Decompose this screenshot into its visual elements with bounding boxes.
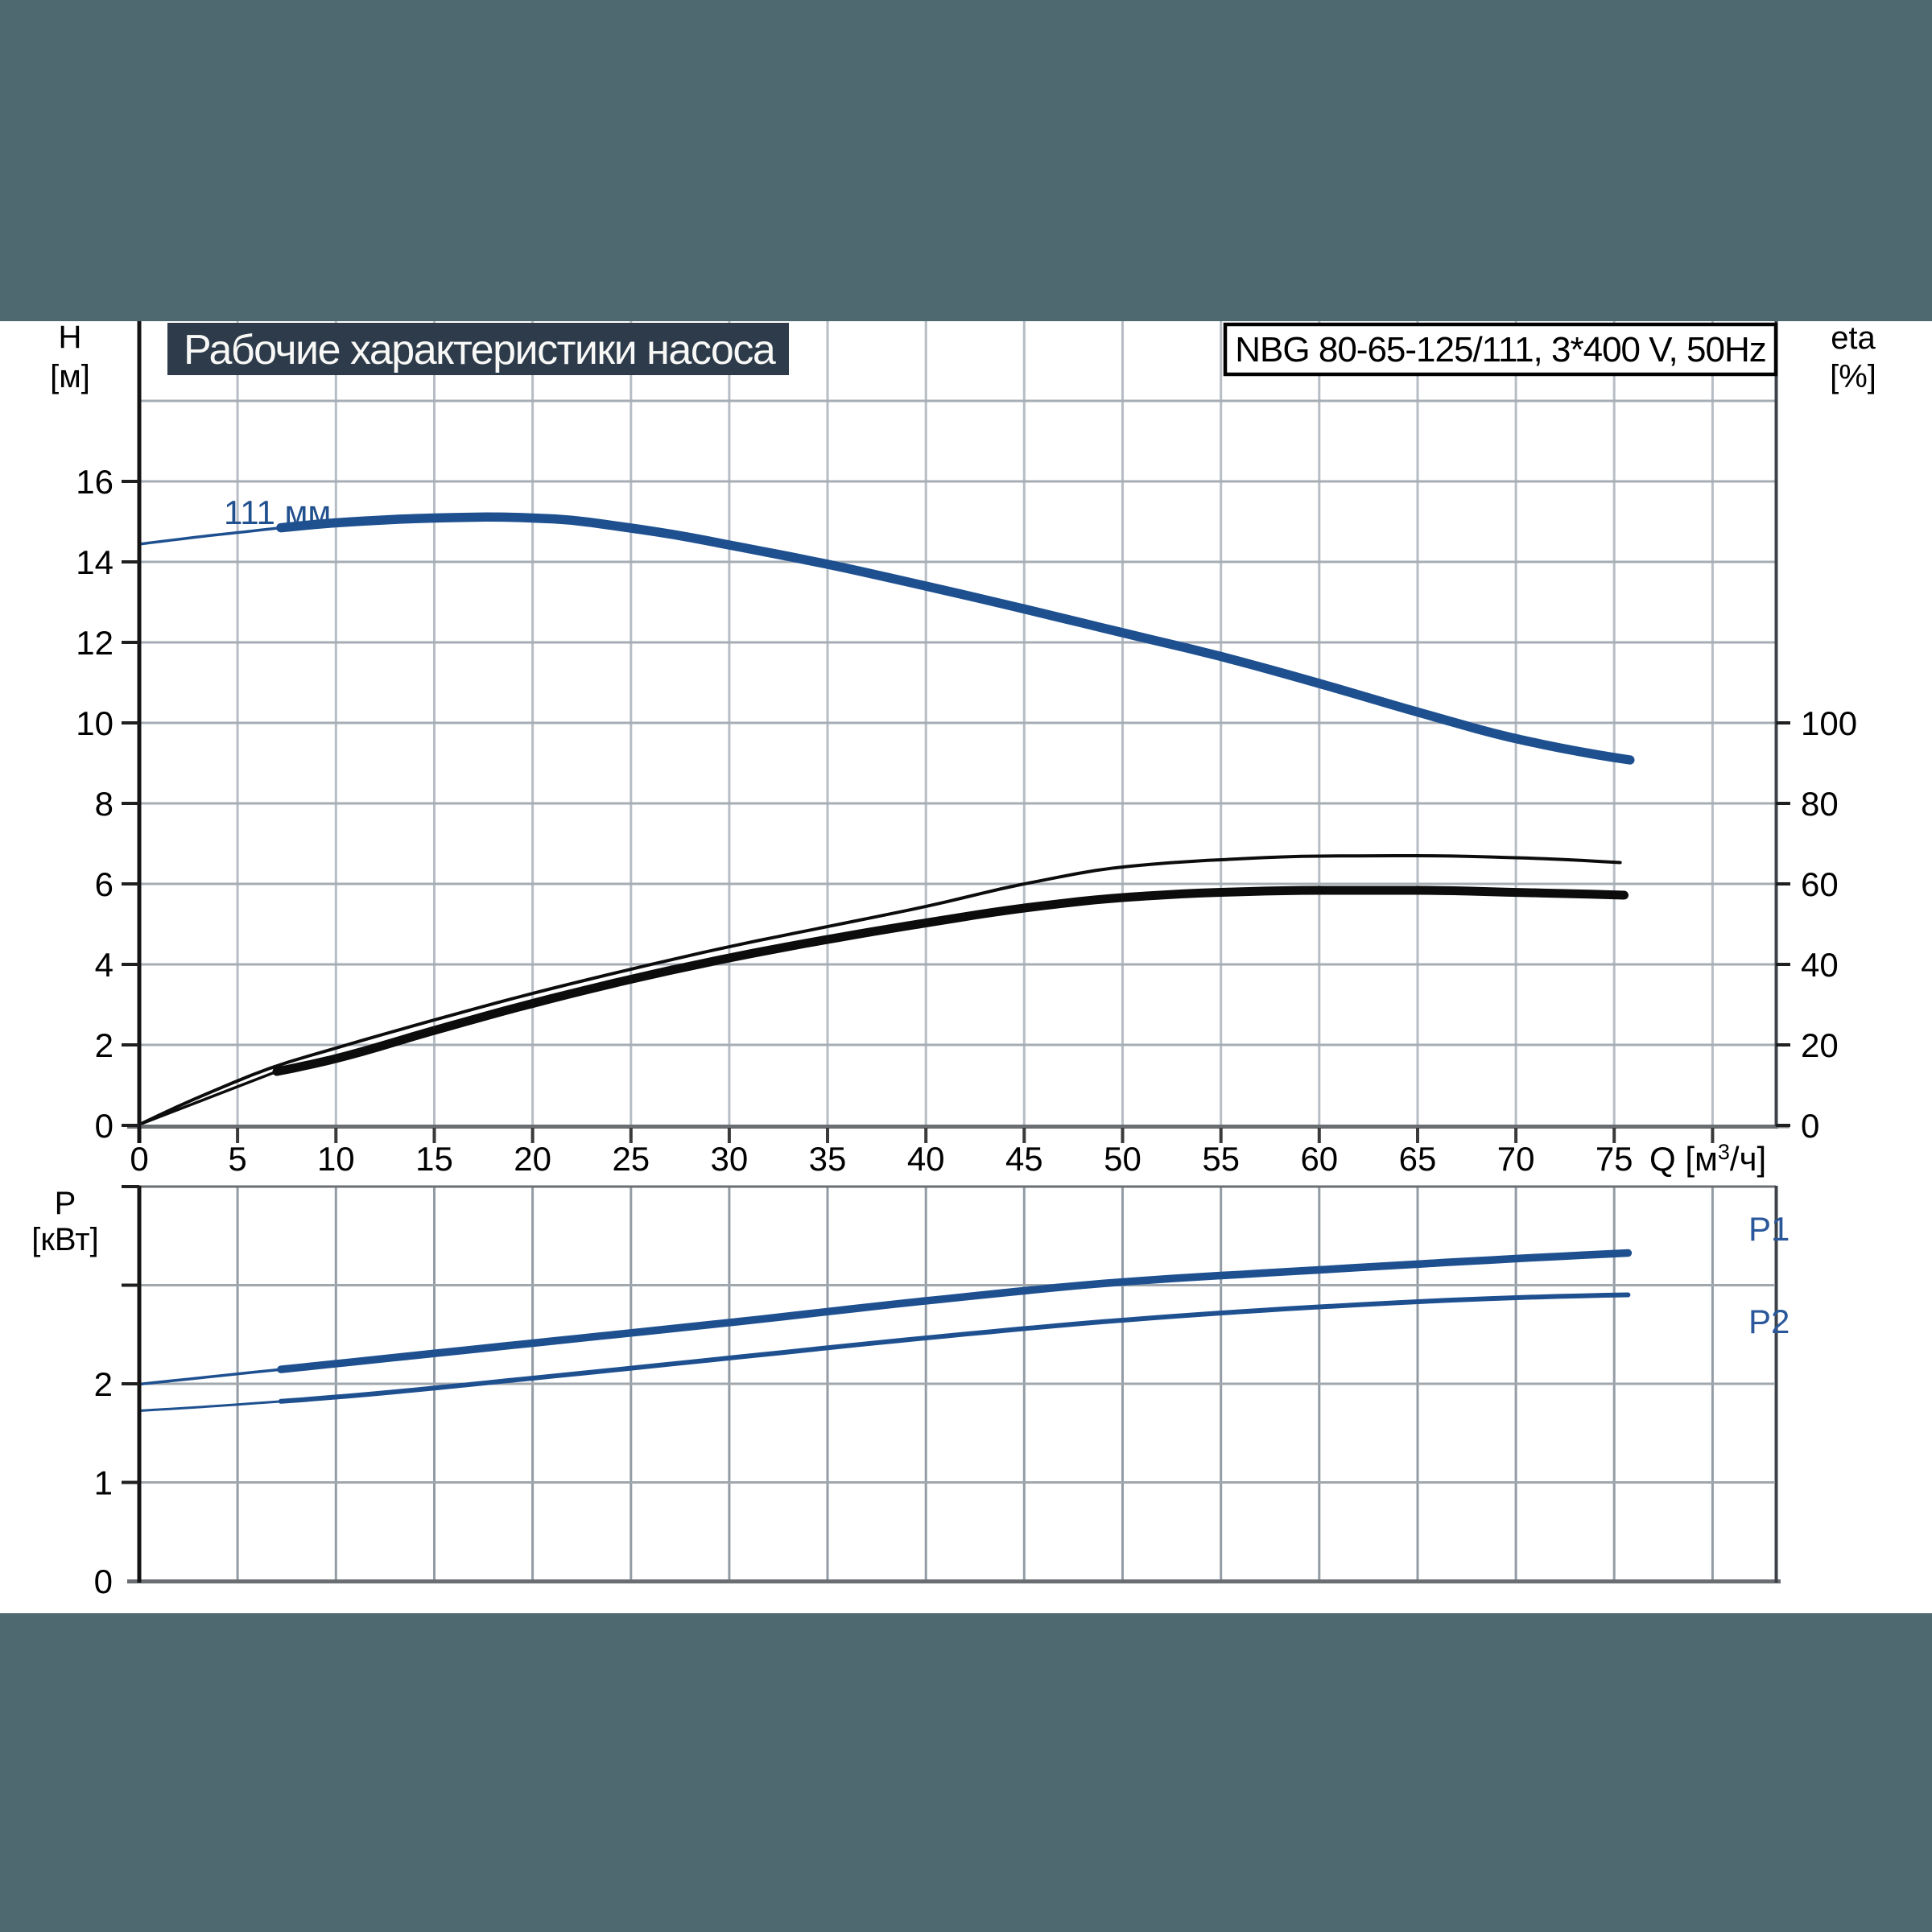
svg-text:[кВт]: [кВт] (31, 1222, 98, 1257)
svg-text:1: 1 (94, 1464, 113, 1502)
svg-text:NBG 80-65-125/111, 3*400 V, 50: NBG 80-65-125/111, 3*400 V, 50Hz (1235, 330, 1765, 369)
svg-text:6: 6 (95, 865, 114, 903)
svg-text:[%]: [%] (1830, 359, 1876, 394)
svg-text:20: 20 (514, 1140, 551, 1178)
svg-text:0: 0 (95, 1107, 114, 1145)
svg-text:80: 80 (1801, 785, 1839, 823)
svg-text:0: 0 (94, 1563, 113, 1600)
svg-text:10: 10 (76, 704, 114, 742)
svg-text:25: 25 (612, 1140, 650, 1178)
svg-text:40: 40 (1801, 946, 1839, 984)
svg-text:60: 60 (1801, 865, 1839, 903)
svg-text:65: 65 (1399, 1140, 1437, 1178)
svg-text:12: 12 (76, 624, 114, 662)
svg-text:35: 35 (809, 1140, 847, 1178)
svg-text:2: 2 (94, 1365, 113, 1403)
svg-text:14: 14 (76, 543, 114, 581)
svg-text:50: 50 (1104, 1140, 1141, 1178)
svg-text:P2: P2 (1748, 1302, 1790, 1340)
svg-text:H: H (59, 320, 82, 355)
svg-text:0: 0 (1801, 1107, 1819, 1145)
svg-text:[м]: [м] (50, 359, 90, 394)
svg-text:8: 8 (95, 785, 114, 823)
svg-text:60: 60 (1300, 1140, 1338, 1178)
svg-text:Q [м3/ч]: Q [м3/ч] (1649, 1140, 1766, 1178)
svg-text:75: 75 (1596, 1140, 1633, 1178)
svg-text:16: 16 (76, 463, 114, 501)
svg-text:0: 0 (130, 1140, 148, 1178)
svg-text:4: 4 (95, 946, 114, 984)
svg-text:111 мм: 111 мм (224, 493, 331, 531)
svg-text:5: 5 (228, 1140, 246, 1178)
svg-text:2: 2 (95, 1026, 114, 1064)
svg-text:70: 70 (1497, 1140, 1535, 1178)
svg-text:100: 100 (1801, 704, 1857, 742)
svg-text:20: 20 (1801, 1026, 1839, 1064)
svg-text:P1: P1 (1748, 1210, 1790, 1248)
svg-text:30: 30 (711, 1140, 749, 1178)
svg-text:eta: eta (1831, 320, 1876, 356)
svg-text:40: 40 (907, 1140, 945, 1178)
svg-text:55: 55 (1202, 1140, 1240, 1178)
svg-text:Рабочие характеристики насоса: Рабочие характеристики насоса (184, 327, 776, 374)
svg-text:10: 10 (317, 1140, 355, 1178)
svg-text:P: P (55, 1186, 76, 1221)
svg-text:45: 45 (1005, 1140, 1043, 1178)
svg-text:15: 15 (415, 1140, 453, 1178)
